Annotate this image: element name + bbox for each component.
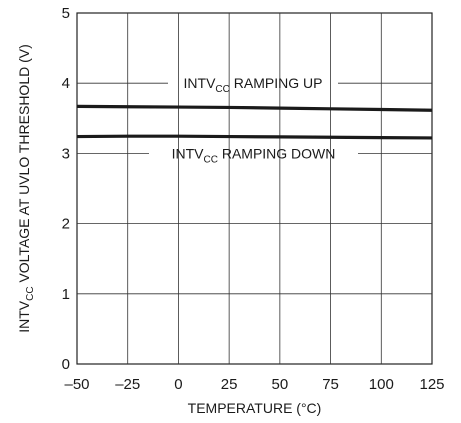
y-axis-title-post: VOLTAGE AT UVLO THRESHOLD (V) [16,44,32,286]
y-tick-label: 0 [62,356,70,373]
x-tick-label: 75 [322,376,339,393]
series-line-1 [76,104,433,112]
x-tick-label: –25 [115,376,140,393]
x-tick-label: 0 [174,376,182,393]
plot-area [76,12,433,365]
y-tick-label: 5 [62,5,70,22]
grid [77,13,432,364]
x-tick-label: 50 [272,376,289,393]
y-tick-label: 2 [62,216,70,233]
y-tick-label: 3 [62,145,70,162]
y-axis-title-pre: INTV [16,300,32,333]
x-tick-label: 125 [419,376,444,393]
y-axis-title-sub: CC [25,286,36,300]
x-tick-label: 25 [221,376,238,393]
y-tick-label: 1 [62,286,70,303]
annotations: INTVCC RAMPING UP INTVCC RAMPING DOWN [172,75,336,165]
series-label-2: INTVCC RAMPING DOWN [172,145,336,165]
series-label-1: INTVCC RAMPING UP [184,75,323,95]
y-axis-title: INTVCC VOLTAGE AT UVLO THRESHOLD (V) [16,44,36,333]
x-tick-label: –50 [64,376,89,393]
x-tick-label: 100 [369,376,394,393]
y-tick-label: 4 [62,75,70,92]
series-line-2 [76,134,433,140]
tick-labels: –50 –25 0 25 50 75 100 125 0 1 2 3 4 5 [62,5,445,393]
x-axis-title: TEMPERATURE (°C) [188,400,322,416]
series-lines [76,104,433,140]
